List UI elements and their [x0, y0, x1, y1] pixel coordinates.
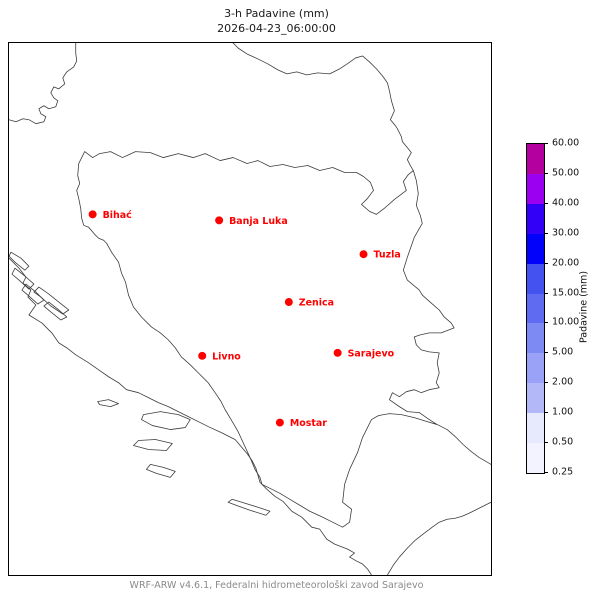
colorbar-ticklabel-20.00: 20.00 [552, 257, 580, 269]
colorbar-segment-3 [527, 233, 544, 264]
colorbar-ticklabel-2.00: 2.00 [552, 376, 574, 388]
colorbar-tickmark-2.00 [544, 382, 548, 384]
colorbar-tickmark-5.00 [544, 352, 548, 354]
colorbar-segment-10 [527, 443, 544, 473]
colorbar-ticklabel-5.00: 5.00 [552, 346, 574, 358]
coastline [9, 257, 372, 575]
island-small-zadar [43, 301, 68, 321]
city-label-biha-: Bihać [103, 210, 133, 221]
colorbar-ticklabel-10.00: 10.00 [552, 316, 580, 328]
border-fragment-northwest [9, 43, 78, 125]
basemap-svg: Bihać Banja Luka Tuzla Zenica Livno Sarajevo M… [9, 43, 491, 575]
city-label-livno: Livno [212, 351, 241, 362]
city-dot-sarajevo [333, 348, 342, 357]
colorbar-ticklabel-1.00: 1.00 [552, 406, 574, 418]
colorbar-ticklabel-40.00: 40.00 [552, 197, 580, 209]
city-dot-biha- [88, 210, 97, 219]
city-marker-biha-: Bihać [88, 210, 133, 221]
colorbar-ticklabel-30.00: 30.00 [552, 227, 580, 239]
croatia-serbia-border [232, 43, 414, 171]
colorbar-tickmark-0.50 [544, 442, 548, 444]
boka-coastline [387, 501, 491, 575]
colorbar-tickmark-0.25 [544, 472, 548, 473]
figure-datetime: 2026-04-23_06:00:00 [217, 22, 336, 36]
island-pag [33, 286, 70, 315]
figure-title-block: 3-h Padavine (mm) 2026-04-23_06:00:00 [0, 6, 553, 37]
bih-border [76, 151, 455, 528]
city-label-tuzla: Tuzla [373, 250, 400, 261]
colorbar-segment-1 [527, 173, 544, 204]
colorbar-tickmark-15.00 [544, 292, 548, 294]
colorbar-tickmark-20.00 [544, 262, 548, 264]
colorbar-segment-2 [527, 203, 544, 234]
city-label-sarajevo: Sarajevo [348, 348, 395, 359]
city-marker-banja-luka: Banja Luka [215, 216, 288, 227]
island-rab [9, 251, 30, 271]
island-brac [141, 411, 191, 430]
colorbar-tickmark-40.00 [544, 202, 548, 204]
island-korcula [146, 464, 176, 478]
city-marker-tuzla: Tuzla [359, 250, 401, 261]
colorbar-ticklabel-15.00: 15.00 [552, 287, 580, 299]
colorbar-tickmark-50.00 [544, 172, 548, 174]
city-label-mostar: Mostar [290, 418, 327, 429]
city-dot-livno [198, 351, 207, 360]
colorbar-segment-9 [527, 413, 544, 444]
colorbar-tickmark-30.00 [544, 232, 548, 234]
precipitation-colorbar [526, 143, 545, 474]
city-dot-banja-luka [215, 216, 224, 225]
figure-title: 3-h Padavine (mm) [224, 7, 329, 20]
colorbar-tickmark-10.00 [544, 322, 548, 324]
colorbar-segment-4 [527, 263, 544, 294]
colorbar-tickmark-1.00 [544, 412, 548, 414]
colorbar-ticklabel-0.25: 0.25 [552, 466, 574, 478]
island-pag-north [11, 267, 35, 290]
colorbar-ticklabel-50.00: 50.00 [552, 167, 580, 179]
colorbar-segment-7 [527, 353, 544, 384]
colorbar-axis-label: Padavine (mm) [578, 270, 590, 344]
colorbar-ticklabel-0.50: 0.50 [552, 436, 574, 448]
colorbar-segment-0 [527, 144, 544, 174]
island-split-coast [97, 399, 119, 408]
colorbar-segment-6 [527, 323, 544, 354]
island-hvar [133, 439, 173, 451]
colorbar-segment-5 [527, 293, 544, 324]
peljesac-peninsula [227, 498, 271, 516]
city-dot-tuzla [359, 250, 368, 259]
colorbar-ticklabel-60.00: 60.00 [552, 137, 580, 149]
colorbar-tickmark-60.00 [544, 143, 548, 144]
island-pag-mid [21, 283, 45, 305]
city-marker-livno: Livno [198, 351, 241, 362]
map-plot-area: Bihać Banja Luka Tuzla Zenica Livno Sarajevo M… [8, 42, 492, 576]
colorbar-segment-8 [527, 383, 544, 414]
montenegro-serbia-border [437, 424, 491, 465]
city-label-banja-luka: Banja Luka [229, 216, 288, 227]
city-marker-zenica: Zenica [284, 298, 334, 309]
city-dot-zenica [284, 298, 293, 307]
attribution-note: WRF-ARW v4.6.1, Federalni hidrometeorolo… [129, 580, 424, 591]
city-marker-sarajevo: Sarajevo [333, 348, 395, 359]
city-marker-mostar: Mostar [275, 418, 327, 429]
city-dot-mostar [275, 418, 284, 427]
city-label-zenica: Zenica [299, 298, 334, 309]
